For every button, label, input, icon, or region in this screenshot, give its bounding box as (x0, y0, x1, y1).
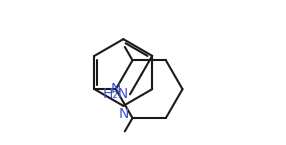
Text: N: N (111, 82, 121, 96)
Text: N: N (118, 107, 128, 121)
Text: H₂N: H₂N (103, 87, 129, 101)
